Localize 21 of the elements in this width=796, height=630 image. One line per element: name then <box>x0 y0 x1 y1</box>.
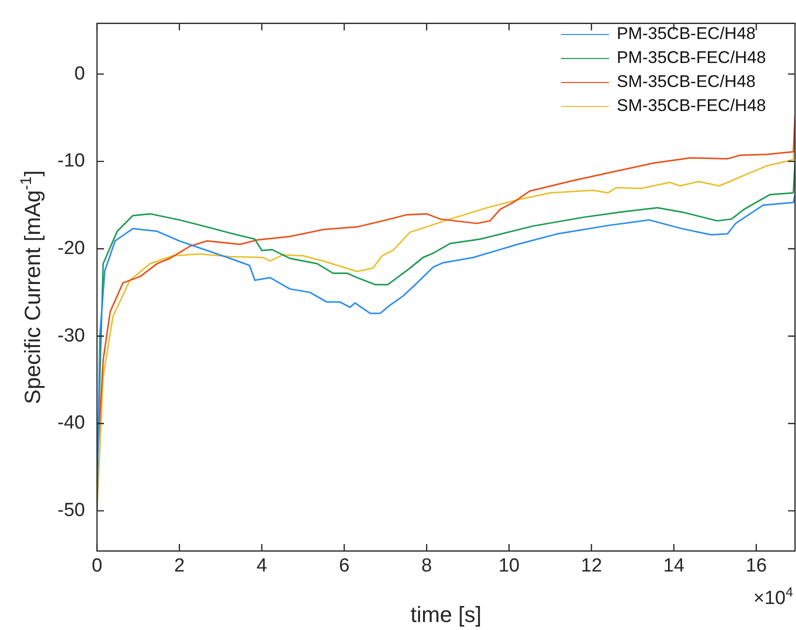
legend-label: PM-35CB-FEC/H48 <box>616 48 766 68</box>
y-tick-label: -10 <box>58 150 85 172</box>
y-tick-label: -50 <box>58 500 85 522</box>
x-tick-label: 4 <box>256 556 268 577</box>
y-tick-label: -40 <box>58 412 85 434</box>
x-tick-label: 10 <box>498 556 520 577</box>
x-tick-label: 2 <box>174 556 185 577</box>
y-tick-label: -30 <box>58 325 85 346</box>
legend-label: SM-35CB-EC/H48 <box>616 72 756 92</box>
x-axis-title: time [s] <box>410 602 482 627</box>
x-tick-label: 8 <box>421 556 432 577</box>
y-tick-label: 0 <box>74 63 85 84</box>
x-tick-label: 6 <box>338 556 350 577</box>
x-tick-label: 16 <box>746 556 767 577</box>
x-tick-label: 12 <box>580 556 602 577</box>
legend-label: PM-35CB-EC/H48 <box>616 24 756 44</box>
y-tick-label: -20 <box>58 238 85 259</box>
y-axis-title: Specific Current [mAg-1] <box>18 170 45 404</box>
legend-label: SM-35CB-FEC/H48 <box>616 96 766 116</box>
x-tick-label: 0 <box>92 556 102 577</box>
x-tick-label: 14 <box>663 556 685 577</box>
